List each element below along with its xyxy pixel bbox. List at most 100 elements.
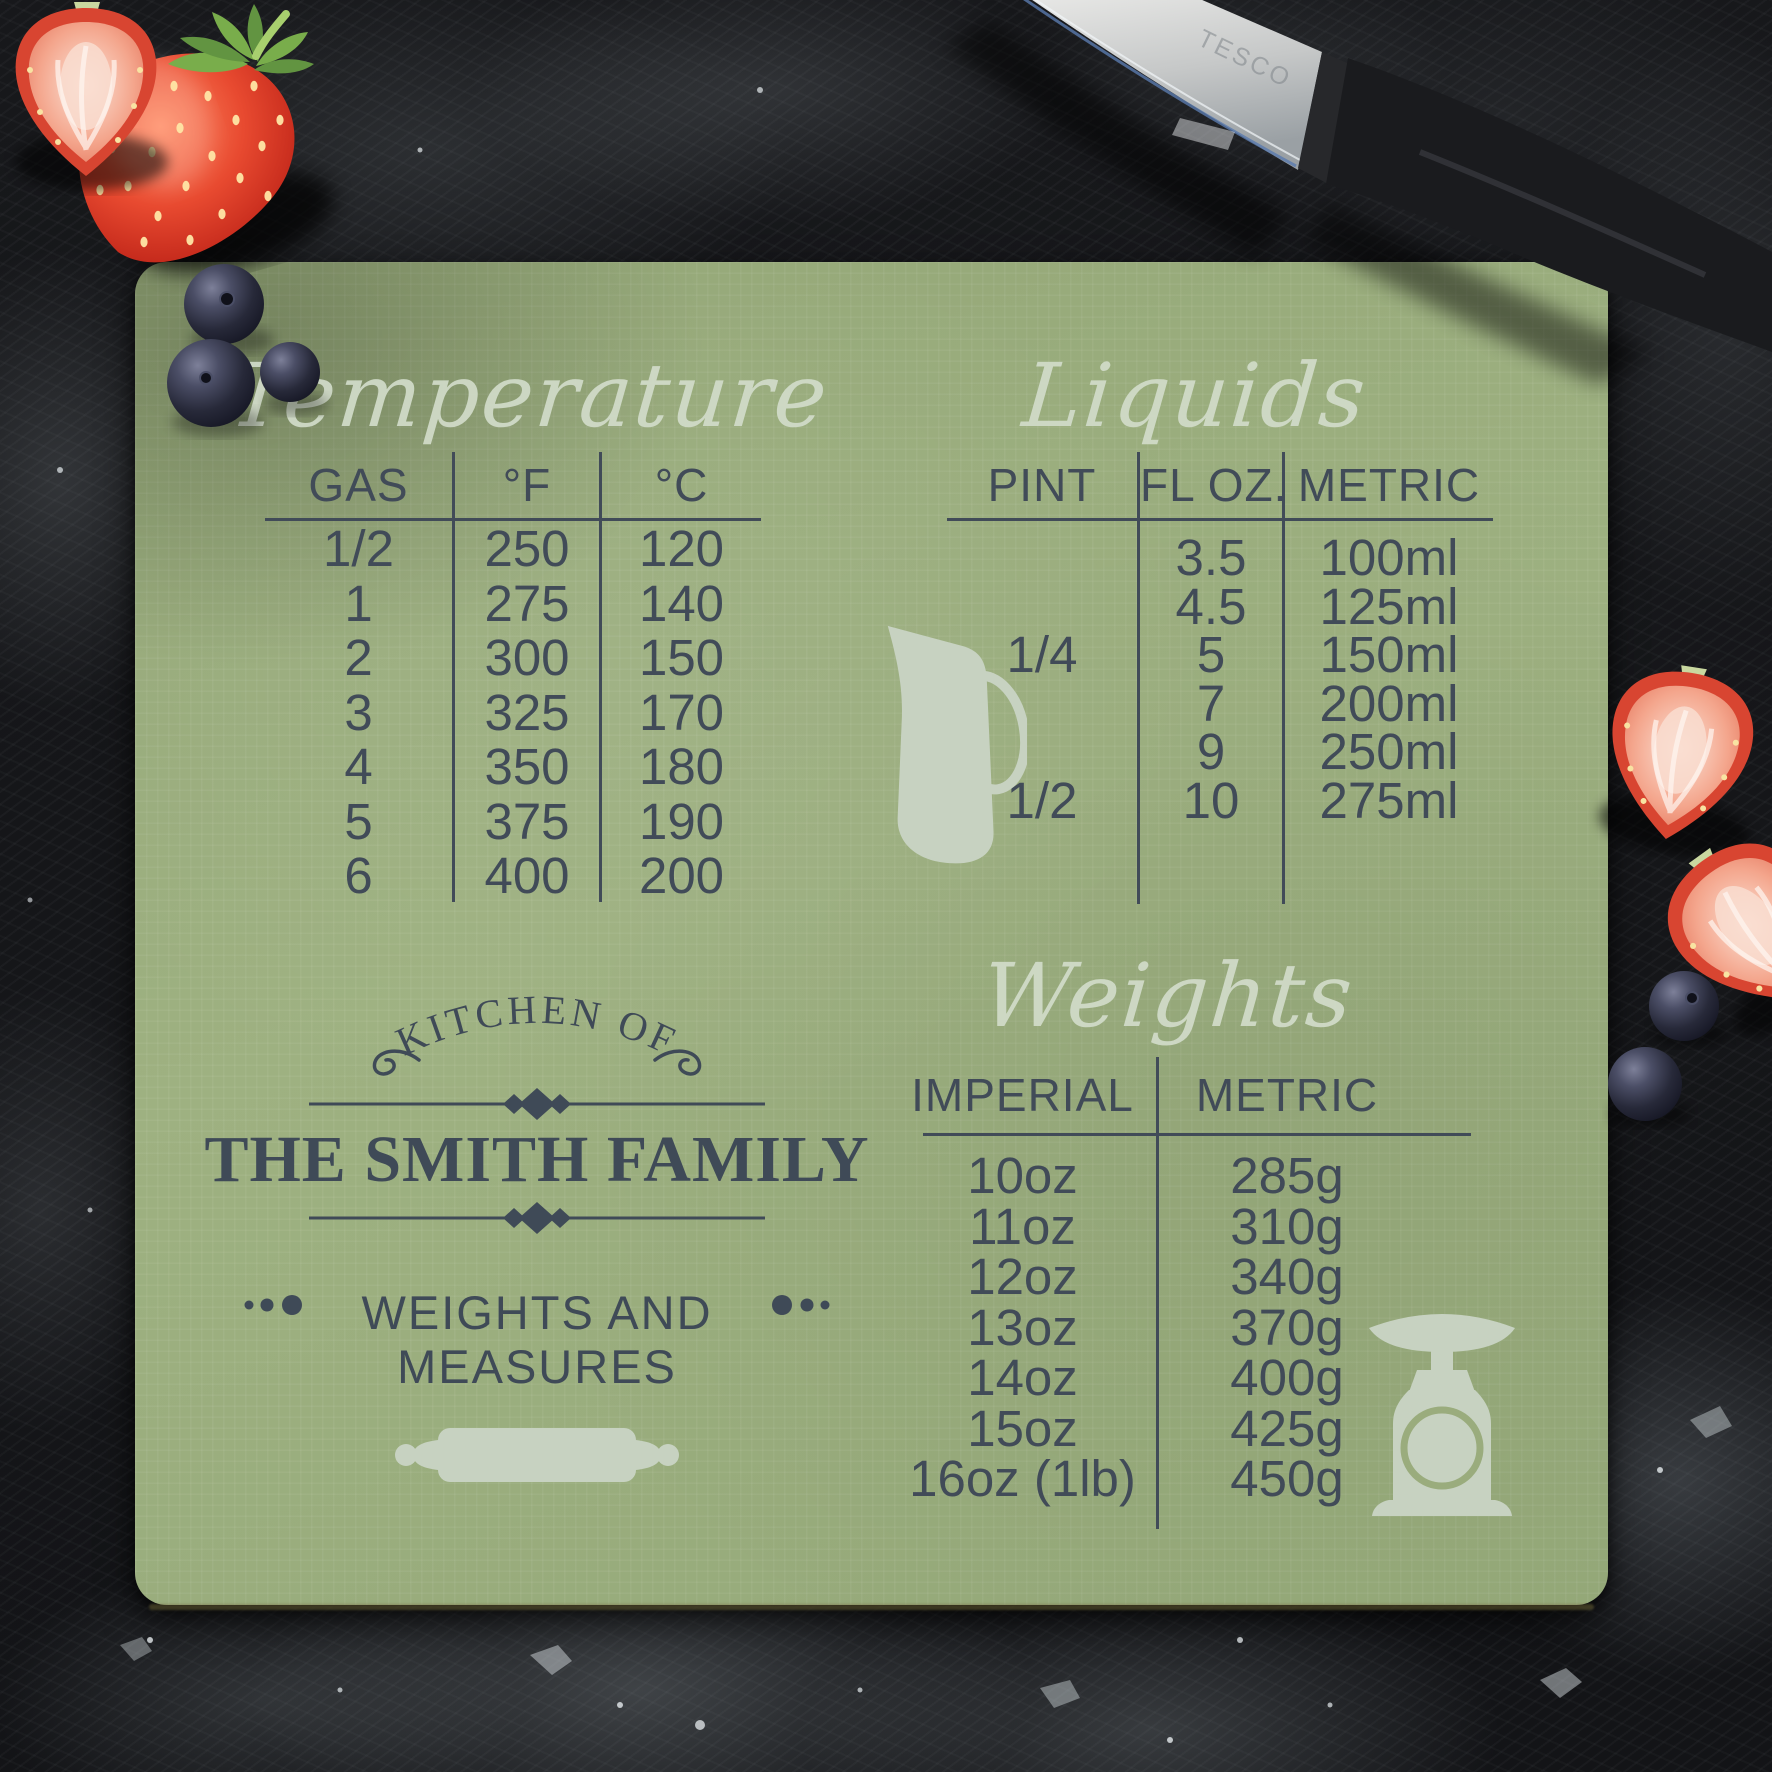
celsius-column: °C 120 140 150 170 180 190 200 [602,452,761,904]
strawberry-stem [252,10,290,60]
table-cell: 13oz [967,1298,1078,1356]
knife-handle-sheen [1418,149,1707,278]
column-header: METRIC [1297,459,1481,511]
table-cell: 1/2 [323,520,394,577]
knife-bolster [1298,52,1354,186]
table-cell: 15oz [967,1399,1078,1457]
table-cell: 300 [484,629,570,686]
table-cell: 125ml [1319,577,1459,635]
table-cell: 1/2 [1006,771,1078,829]
header-rule [923,1133,1471,1136]
table-cell: 12oz [967,1248,1078,1305]
dots-ornament-right [771,1295,830,1315]
table-cell: 1 [344,574,373,632]
column-header: FL OZ. [1140,459,1288,511]
table-cell [947,534,1137,583]
strawberry-calyx [168,4,314,74]
table-cell: 400g [1230,1349,1344,1406]
chopping-board: Temperature Liquids Weights GAS 1/2 1 2 … [135,262,1608,1605]
family-name: THE SMITH FAMILY [204,1123,870,1196]
table-cell: 7 [1196,674,1226,732]
subtitle-line1: WEIGHTS AND [361,1286,713,1339]
metric-column: METRIC 100ml 125ml 150ml 200ml 250ml 275… [1285,452,1493,904]
strawberry-half [1640,807,1772,1053]
svg-text:KITCHEN OF: KITCHEN OF [389,987,685,1065]
table-cell: 350 [484,738,570,795]
diamond-divider [309,1202,765,1234]
temperature-title: Temperature [225,344,834,447]
jug-icon [887,625,1027,864]
column-header: PINT [987,459,1097,511]
table-cell: 200 [638,847,725,904]
table-cell: 200ml [1319,674,1459,732]
table-cell: 4 [344,738,373,795]
strawberry-half [1594,656,1772,866]
blueberry [1608,1047,1682,1121]
table-cell: 310g [1230,1197,1344,1255]
table-cell: 170 [638,683,725,741]
column-header: °C [654,459,709,511]
table-cell: 150ml [1319,626,1459,683]
table-cell: 5 [1196,626,1226,683]
diamond-divider [309,1088,765,1120]
table-cell: 425g [1230,1399,1344,1457]
weights-title: Weights [978,944,1359,1047]
flourish-icon [372,1049,421,1076]
gas-column: GAS 1/2 1 2 3 4 5 6 [265,452,452,903]
table-cell: 3.5 [1175,529,1247,586]
metric-column: METRIC 285g 310g 340g 370g 400g 425g 450… [1156,1057,1471,1529]
rolling-pin-icon [395,1428,679,1482]
table-cell: 100ml [1319,529,1459,586]
table-cell: 1/4 [1006,626,1078,683]
weights-table: IMPERIAL 10oz 11oz 12oz 13oz 14oz 15oz 1… [823,1057,1471,1529]
header-rule [265,518,761,521]
table-cell: 9 [1196,723,1226,780]
liquids-title: Liquids [1018,344,1372,447]
column-header: °F [502,459,552,511]
table-cell: 340g [1230,1248,1344,1305]
table-cell: 5 [344,792,373,850]
table-cell: 325 [484,683,570,741]
strawberry [78,4,334,273]
column-header: IMPERIAL [911,1069,1134,1121]
table-cell: 250 [484,520,570,577]
kitchen-emblem: KITCHEN OF THE SMITH FAMILY [204,964,869,1492]
table-cell: 275 [484,574,570,632]
table-cell: 375 [484,792,570,850]
table-cell: 3 [344,683,373,741]
blade-etching: TESCO [1193,24,1296,93]
table-cell: 2 [344,629,373,686]
scale-icon [1369,1314,1515,1516]
table-cell: 150 [638,629,725,686]
flourish-icon [653,1049,702,1076]
pint-column: PINT 1/4 1/2 [947,452,1137,904]
kitchen-of-text: KITCHEN OF [389,987,681,1065]
column-header: METRIC [1195,1069,1379,1121]
table-cell: 10 [1182,771,1240,829]
knife-shadow [945,20,1290,255]
kitchen-of-arch: KITCHEN OF [372,987,702,1076]
table-cell: 190 [638,792,725,850]
imperial-column: IMPERIAL 10oz 11oz 12oz 13oz 14oz 15oz 1… [823,1057,1156,1529]
table-cell: 275ml [1319,771,1459,829]
blueberry-pair [1608,971,1728,1127]
column-header: GAS [308,459,409,511]
liquids-table: PINT 1/4 1/2 FL OZ. 3.5 4.5 5 7 9 [947,452,1493,904]
table-cell: 400 [484,847,570,904]
subtitle-line2: MEASURES [397,1340,677,1393]
strawberry-seeds [96,80,284,248]
table-cell: 11oz [969,1197,1076,1255]
table-cell: 10oz [967,1147,1078,1204]
knife-edge-highlight [1023,0,1297,168]
table-cell: 285g [1230,1147,1344,1204]
dots-ornament-left [244,1295,303,1315]
subtitle: WEIGHTS AND MEASURES [361,1286,712,1394]
table-cell: 450g [1230,1450,1344,1507]
fahrenheit-column: °F 250 275 300 325 350 375 400 [452,452,602,904]
table-cell: 140 [638,574,725,632]
table-cell: 370g [1230,1298,1344,1356]
floz-column: FL OZ. 3.5 4.5 5 7 9 10 [1137,452,1288,904]
table-cell: 250ml [1319,723,1459,780]
table-cell: 16oz (1lb) [909,1450,1136,1507]
